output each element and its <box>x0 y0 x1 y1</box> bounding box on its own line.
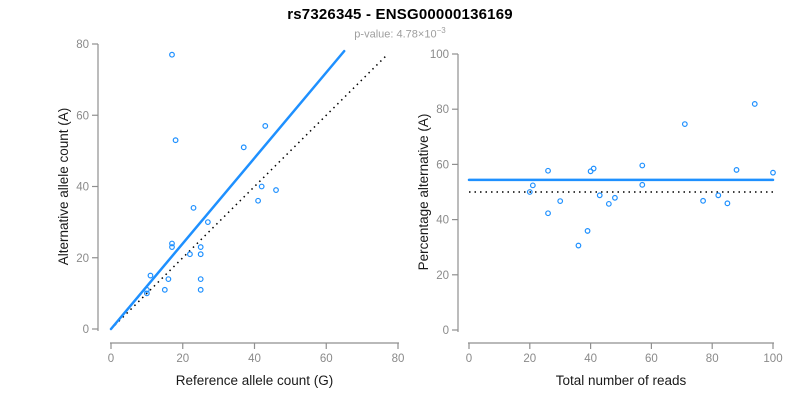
data-point <box>715 192 722 199</box>
x-tick-label: 40 <box>248 353 261 365</box>
data-point <box>639 181 646 188</box>
data-point <box>161 286 168 293</box>
y-axis-title: Percentage alternative (A) <box>416 114 431 271</box>
regression-line <box>109 49 346 331</box>
x-tick-label: 20 <box>176 353 189 365</box>
data-point <box>255 197 261 204</box>
data-point <box>605 200 612 207</box>
left-plot: 0 20 40 60 80 0 20 40 60 80 Reference allele count… <box>56 39 404 388</box>
x-tick-label: 80 <box>392 353 405 365</box>
data-point <box>770 169 776 176</box>
data-point <box>262 123 269 129</box>
data-point <box>143 286 150 293</box>
data-point <box>172 137 179 144</box>
data-point <box>258 183 265 190</box>
x-tick-label: 0 <box>466 353 472 365</box>
data-point <box>681 121 688 128</box>
data-point <box>187 251 193 258</box>
data-point <box>169 51 175 58</box>
y-tick-label: 40 <box>436 215 449 227</box>
data-point <box>197 244 204 250</box>
y-tick-label: 40 <box>76 182 89 194</box>
y-tick-label: 80 <box>436 104 449 116</box>
data-point <box>751 101 758 107</box>
data-point <box>273 187 279 193</box>
data-point <box>526 189 533 195</box>
data-point <box>587 168 594 175</box>
y-tick-label: 60 <box>76 110 89 122</box>
data-point <box>197 286 204 293</box>
x-tick-label: 80 <box>706 353 719 365</box>
data-point <box>700 197 706 204</box>
data-point <box>575 242 582 249</box>
y-tick-label: 20 <box>76 253 89 265</box>
data-point <box>557 198 564 205</box>
x-tick-label: 40 <box>584 353 597 365</box>
y-axis-title: Alternative allele count (A) <box>56 108 71 266</box>
y-tick-label: 0 <box>83 324 89 336</box>
data-point <box>240 144 247 151</box>
data-point <box>169 240 175 247</box>
y-tick-label: 20 <box>436 270 449 282</box>
x-axis-title: Reference allele count (G) <box>176 373 334 388</box>
x-tick-label: 0 <box>108 353 114 365</box>
x-tick-label: 60 <box>645 353 658 365</box>
data-point <box>147 272 154 279</box>
data-point <box>197 276 204 283</box>
data-point <box>190 204 197 211</box>
data-point <box>197 251 204 258</box>
x-axis-title: Total number of reads <box>556 373 687 388</box>
x-tick-label: 20 <box>523 353 536 365</box>
identity-line <box>110 54 388 330</box>
data-point <box>584 228 591 234</box>
data-point <box>529 182 536 189</box>
data-point <box>143 290 150 297</box>
y-tick-label: 100 <box>430 49 449 61</box>
right-plot: 0 20 40 60 80 100 0 20 40 60 80 100 Total number of … <box>416 49 783 388</box>
data-point <box>596 192 603 199</box>
data-point <box>545 210 551 217</box>
data-point <box>612 194 618 201</box>
data-point <box>733 167 740 173</box>
data-point <box>169 244 175 250</box>
x-tick-label: 100 <box>763 353 782 365</box>
data-point <box>724 200 731 207</box>
data-point <box>545 167 551 174</box>
data-point <box>639 162 646 169</box>
x-tick-label: 60 <box>320 353 333 365</box>
y-tick-label: 0 <box>443 325 449 337</box>
y-tick-label: 60 <box>436 159 449 171</box>
data-point <box>204 219 211 226</box>
y-tick-label: 80 <box>76 39 89 51</box>
data-point <box>165 276 172 283</box>
